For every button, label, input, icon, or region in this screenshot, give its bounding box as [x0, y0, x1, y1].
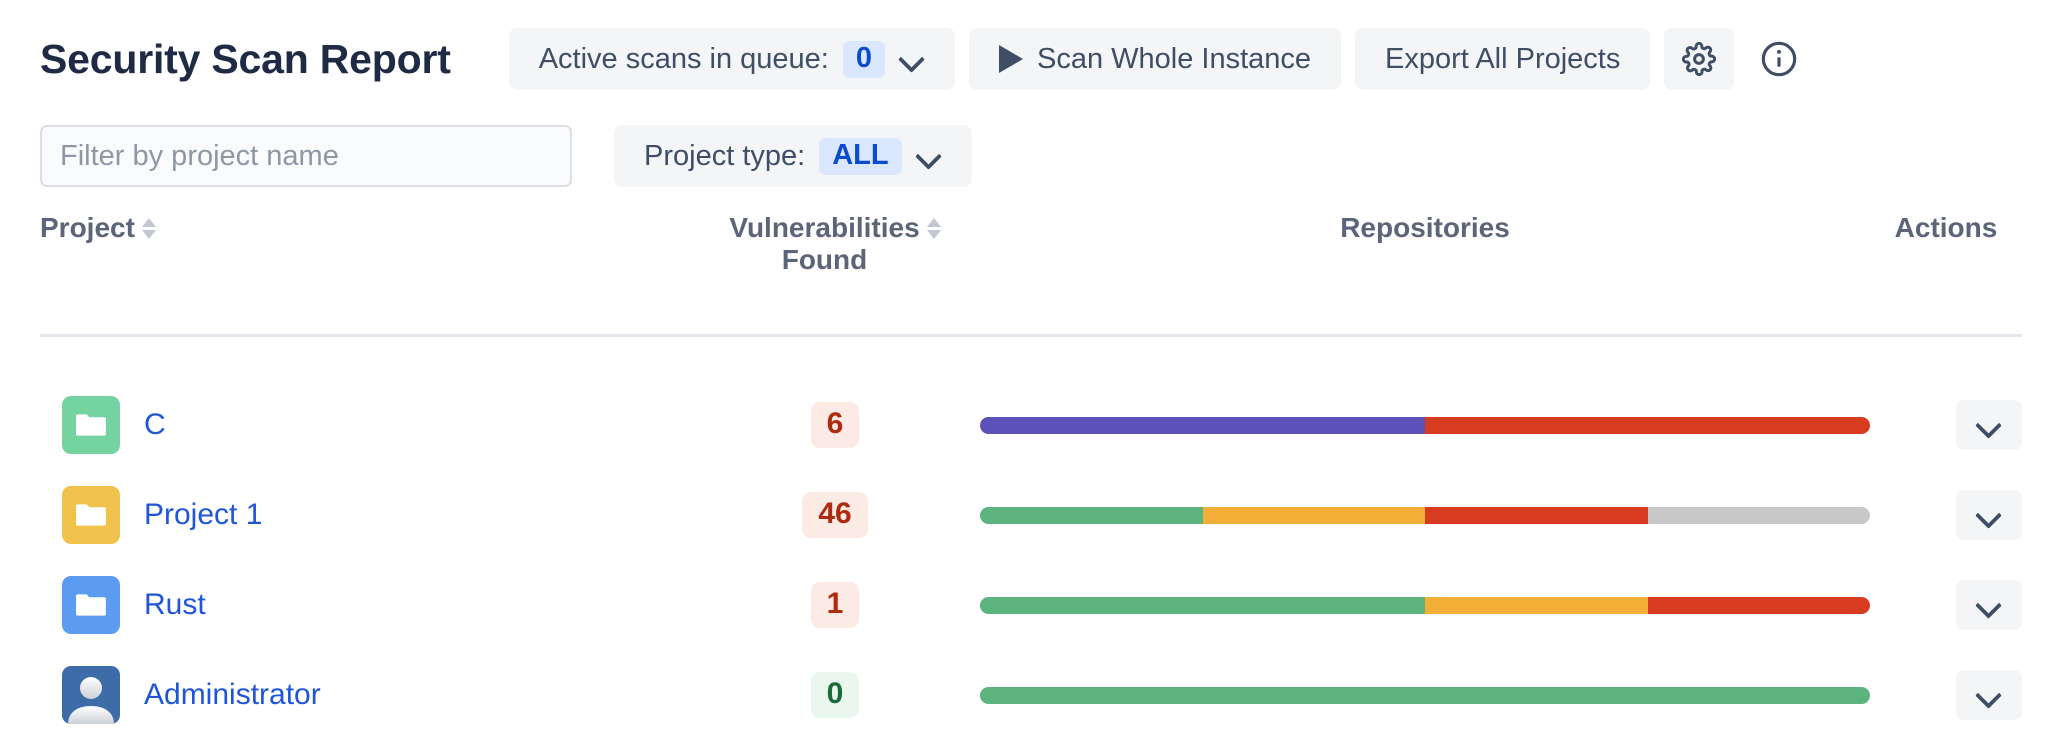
repo-bar-segment: [1425, 506, 1648, 524]
project-cell: C: [40, 380, 690, 470]
actions-cell: [1870, 560, 2022, 650]
column-header-vulnerabilities-line2: Found: [781, 244, 868, 275]
avatar[interactable]: [62, 576, 120, 634]
repo-bar-segment: [980, 506, 1203, 524]
filter-bar: Project type: ALL: [40, 118, 2022, 194]
folder-icon: [76, 504, 106, 526]
avatar[interactable]: [62, 486, 120, 544]
vulnerability-count-badge: 1: [810, 582, 860, 628]
avatar[interactable]: [62, 396, 120, 454]
repositories-cell: [980, 380, 1870, 470]
settings-button[interactable]: [1664, 28, 1735, 90]
repositories-progress-bar: [980, 686, 1870, 704]
repo-bar-segment: [1425, 416, 1870, 434]
projects-table: Project Vulnerabilities Found Repositori…: [40, 194, 2022, 734]
active-scans-count-badge: 0: [842, 40, 885, 78]
project-type-value: ALL: [819, 137, 902, 175]
header-divider: [40, 290, 2022, 380]
avatar[interactable]: [62, 666, 120, 724]
vulnerabilities-cell: 0: [690, 650, 980, 734]
row-expand-button[interactable]: [1956, 670, 2022, 720]
repo-bar-segment: [1425, 596, 1648, 614]
table-row: Project 1 46: [40, 470, 2022, 560]
repositories-cell: [980, 470, 1870, 560]
play-icon: [999, 45, 1023, 73]
row-expand-button[interactable]: [1956, 490, 2022, 540]
vulnerabilities-cell: 6: [690, 380, 980, 470]
actions-cell: [1870, 380, 2022, 470]
sort-arrows-icon[interactable]: [926, 218, 941, 239]
export-all-projects-label: Export All Projects: [1385, 42, 1621, 75]
actions-cell: [1870, 650, 2022, 734]
project-type-dropdown[interactable]: Project type: ALL: [614, 125, 972, 187]
info-button[interactable]: [1748, 28, 1810, 90]
search-input[interactable]: [40, 125, 572, 187]
repo-bar-segment: [980, 416, 1425, 434]
repositories-progress-bar: [980, 416, 1870, 434]
project-link[interactable]: C: [144, 408, 166, 441]
page-title: Security Scan Report: [40, 35, 451, 82]
project-cell: Project 1: [40, 470, 690, 560]
page-header: Security Scan Report Active scans in que…: [40, 0, 2022, 118]
row-expand-button[interactable]: [1956, 400, 2022, 450]
table-row: Administrator 0: [40, 650, 2022, 734]
project-link[interactable]: Rust: [144, 588, 206, 621]
repo-bar-segment: [1202, 506, 1425, 524]
table-row: Rust 1: [40, 560, 2022, 650]
chevron-down-icon: [916, 143, 942, 169]
row-expand-button[interactable]: [1956, 580, 2022, 630]
chevron-down-icon: [899, 46, 925, 72]
column-header-project-label: Project: [40, 212, 135, 243]
folder-icon: [76, 594, 106, 616]
sort-arrows-icon[interactable]: [141, 218, 156, 239]
project-link[interactable]: Administrator: [144, 678, 321, 711]
vulnerability-count-badge: 46: [802, 492, 868, 538]
vulnerability-count-badge: 0: [810, 672, 860, 718]
vulnerabilities-cell: 46: [690, 470, 980, 560]
repo-bar-segment: [1647, 506, 1870, 524]
export-all-projects-button[interactable]: Export All Projects: [1355, 28, 1651, 90]
project-cell: Administrator: [40, 650, 690, 734]
scan-whole-instance-label: Scan Whole Instance: [1037, 42, 1312, 75]
scan-whole-instance-button[interactable]: Scan Whole Instance: [969, 28, 1342, 90]
repo-bar-segment: [980, 596, 1425, 614]
column-header-repositories: Repositories: [980, 194, 1870, 290]
chevron-down-icon: [1976, 592, 2002, 618]
column-header-repositories-label: Repositories: [1340, 212, 1510, 243]
repositories-progress-bar: [980, 506, 1870, 524]
column-header-vulnerabilities-line1: Vulnerabilities: [729, 212, 920, 243]
vulnerabilities-cell: 1: [690, 560, 980, 650]
repositories-progress-bar: [980, 596, 1870, 614]
column-header-project[interactable]: Project: [40, 194, 690, 290]
column-header-actions-label: Actions: [1894, 212, 1998, 243]
active-scans-queue-dropdown[interactable]: Active scans in queue: 0: [508, 28, 955, 90]
active-scans-label: Active scans in queue:: [538, 42, 829, 75]
gear-icon: [1682, 42, 1717, 76]
projects-table-body: C 6 Project 1 46 Rust 1 Administrator 0: [40, 380, 2022, 734]
repositories-cell: [980, 650, 1870, 734]
repo-bar-segment: [1647, 596, 1870, 614]
repo-bar-segment: [980, 686, 1870, 704]
chevron-down-icon: [1976, 502, 2002, 528]
actions-cell: [1870, 470, 2022, 560]
info-circle-icon: [1759, 39, 1799, 79]
vulnerability-count-badge: 6: [810, 402, 860, 448]
project-type-label: Project type:: [644, 139, 806, 172]
user-avatar-icon: [62, 666, 120, 724]
column-header-vulnerabilities[interactable]: Vulnerabilities Found: [690, 194, 980, 290]
chevron-down-icon: [1976, 682, 2002, 708]
project-link[interactable]: Project 1: [144, 498, 263, 531]
folder-icon: [76, 414, 106, 436]
table-header-row: Project Vulnerabilities Found Repositori…: [40, 194, 2022, 290]
column-header-actions: Actions: [1870, 194, 2022, 290]
project-cell: Rust: [40, 560, 690, 650]
repositories-cell: [980, 560, 1870, 650]
chevron-down-icon: [1976, 412, 2002, 438]
